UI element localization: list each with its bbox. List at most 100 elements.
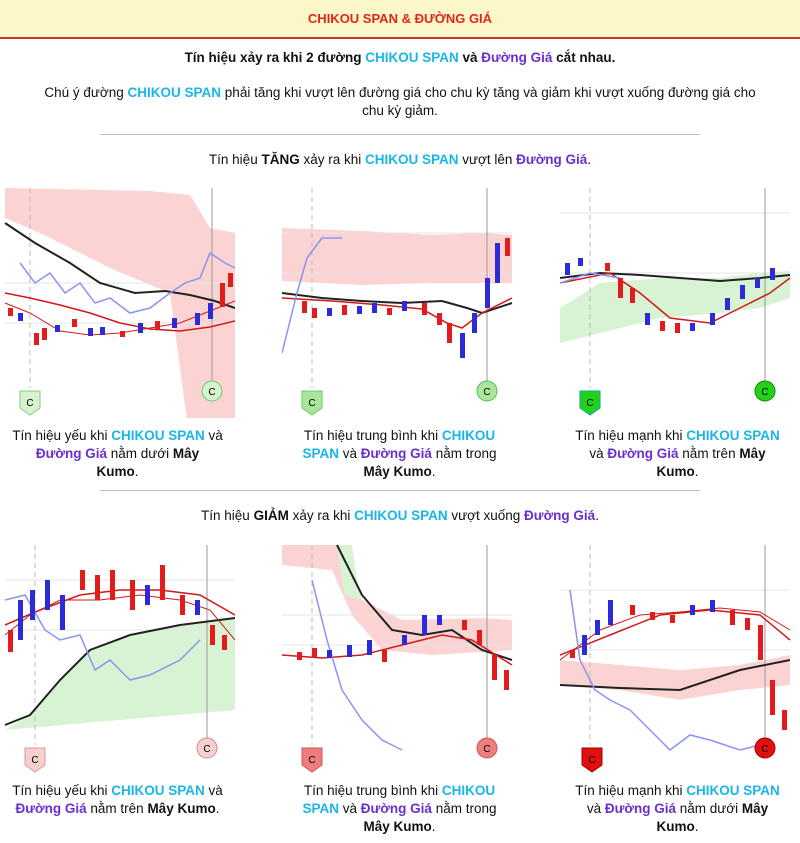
kumo-cloud [282,545,512,655]
caption-text: nằm trong [431,801,497,816]
chikou-label: CHIKOU SPAN [686,428,780,443]
marker-down-weak: C [24,747,46,773]
marker-down-mid-circle: C [476,737,498,759]
caption-text: Tín hiệu mạnh khi [575,428,687,443]
kijun-line [560,659,791,692]
chikou-label: CHIKOU SPAN [111,783,205,798]
caption-text: . [134,464,139,479]
kumo-label: Kumo [656,819,695,834]
caption-text: . [694,464,699,479]
chikou-label: CHIKOU [441,428,496,443]
intro-text: và [458,50,482,65]
price-label: Đường Giá [524,508,596,523]
chart-down-weak: C C [4,545,235,773]
svg-text:C: C [26,398,33,409]
svg-text:C: C [588,755,595,766]
intro-line-1: Tín hiệu xảy ra khi 2 đường CHIKOU SPAN … [0,49,800,67]
tenkan-line [282,297,513,329]
caption-text: . [431,819,436,834]
kumo-label: Kumo [96,464,135,479]
marker-up-weak: C [19,390,41,416]
chikou-label: CHIKOU SPAN [127,85,222,100]
price-label: Đường Giá [35,446,107,461]
chart-up-mid: C C [282,188,513,416]
price-label: Đường Giá [481,50,553,65]
chart-up-weak: C C [4,188,235,418]
caption-text: nằm trong [431,446,497,461]
intro-line-3: chu kỳ giảm. [362,103,438,118]
signal-up-word: TĂNG [261,152,300,167]
caption-text: nằm dưới [106,446,173,461]
candles [8,565,227,652]
kumo-label: Mây Kumo [147,801,216,816]
signal-down-word: GIẢM [253,508,289,523]
intro-text: phải tăng khi vượt lên đường giá cho chu… [221,85,756,100]
candles [565,258,775,333]
candles [8,273,233,345]
tenkan-line [560,609,791,656]
section-down-heading: Tín hiệu GIẢM xảy ra khi CHIKOU SPAN vượ… [0,507,800,525]
section-text: xảy ra khi [299,152,365,167]
marker-up-mid-circle: C [476,380,498,402]
price-label: Đường Giá [15,801,87,816]
kumo-cloud [282,228,512,285]
caption-text: và [586,801,605,816]
candles [570,600,787,730]
caption-text: . [215,801,220,816]
chikou-line [19,251,235,314]
price-label: Đường Giá [604,801,676,816]
price-label: Đường Giá [360,446,432,461]
kumo-label: Mây Kumo [363,464,432,479]
candles [297,615,509,690]
caption-text: Tín hiệu trung bình khi [303,783,442,798]
price-label: Đường Giá [607,446,679,461]
caption-up-mid: Tín hiệu trung bình khi CHIKOU SPAN và Đ… [282,427,517,481]
caption-text: và [204,783,223,798]
kumo-cloud [560,655,790,700]
kijun-line [4,617,235,726]
marker-up-weak-circle: C [201,380,223,402]
caption-text: nằm dưới [675,801,742,816]
chikou-line [569,589,761,751]
caption-text: Tín hiệu trung bình khi [303,428,442,443]
section-text: . [595,508,599,523]
caption-text: . [694,819,699,834]
kijun-line [282,292,513,315]
svg-text:C: C [308,755,315,766]
caption-text: Tín hiệu mạnh khi [575,783,687,798]
caption-text: và [339,801,361,816]
marker-up-strong: C [579,390,601,416]
candles [302,238,510,358]
divider [100,490,700,491]
caption-text: và [589,446,608,461]
svg-text:C: C [761,387,768,398]
kumo-label: Mây Kumo [363,819,432,834]
chikou-line [4,594,201,681]
kumo-label: Mây [172,446,200,461]
chikou-label: CHIKOU SPAN [686,783,780,798]
svg-text:C: C [31,755,38,766]
tenkan-line [560,272,791,324]
svg-text:C: C [308,398,315,409]
marker-down-weak-circle: C [196,737,218,759]
chikou-label: CHIKOU SPAN [354,508,448,523]
kumo-cloud [5,618,235,730]
section-up-heading: Tín hiệu TĂNG xảy ra khi CHIKOU SPAN vượ… [0,151,800,169]
tenkan-line [4,292,235,332]
kumo-cloud [560,271,790,343]
svg-text:C: C [208,387,215,398]
section-text: vượt xuống [447,508,525,523]
svg-text:C: C [203,744,210,755]
kumo-cloud [5,188,235,418]
caption-up-strong: Tín hiệu mạnh khi CHIKOU SPAN và Đường G… [560,427,795,481]
caption-up-weak: Tín hiệu yếu khi CHIKOU SPAN và Đường Gi… [0,427,235,481]
caption-text: nằm trên [678,446,740,461]
chikou-line [560,272,621,284]
header-banner: CHIKOU SPAN & ĐƯỜNG GIÁ [0,0,800,39]
marker-down-mid: C [301,747,323,773]
section-text: vượt lên [458,152,517,167]
price-label: Đường Giá [360,801,432,816]
divider [100,134,700,135]
section-text: Tín hiệu [208,152,262,167]
marker-down-strong: C [581,747,603,773]
